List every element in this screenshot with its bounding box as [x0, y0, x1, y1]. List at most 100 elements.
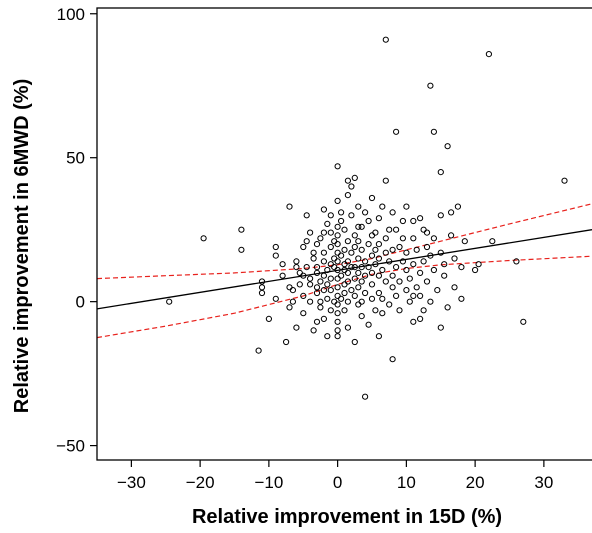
data-point [313, 269, 321, 276]
data-point [334, 292, 341, 299]
data-point [413, 246, 420, 253]
data-point [320, 315, 327, 322]
data-point [393, 226, 400, 233]
data-point [307, 281, 314, 288]
data-point [300, 243, 307, 251]
x-axis-title: Relative improvement in 15D (%) [192, 506, 502, 528]
data-point [300, 292, 307, 299]
data-point [344, 238, 351, 245]
y-tick-label: 0 [76, 293, 85, 312]
data-point [437, 249, 444, 256]
data-point [334, 249, 341, 256]
data-point [338, 295, 345, 302]
data-point [375, 215, 382, 222]
data-point [389, 284, 396, 291]
data-point [403, 249, 410, 256]
data-point [310, 327, 317, 334]
data-point [320, 272, 327, 279]
data-point [341, 289, 348, 297]
data-point [382, 249, 389, 256]
data-point [423, 278, 431, 285]
data-point [334, 163, 341, 170]
data-point [485, 51, 492, 58]
data-point [451, 255, 458, 262]
data-point [351, 338, 358, 346]
data-point [355, 255, 362, 262]
data-point [344, 324, 351, 331]
data-point [379, 203, 386, 210]
data-point [375, 333, 382, 340]
confidence-lower-line [96, 255, 592, 339]
x-axis: −30 −20 −10 0 10 20 30 [117, 460, 553, 492]
data-point [334, 275, 341, 282]
data-point [406, 298, 413, 305]
data-point [396, 278, 403, 285]
data-point [300, 272, 307, 279]
data-point [313, 241, 321, 248]
confidence-upper-line [96, 203, 592, 280]
data-point [393, 128, 400, 135]
data-point [458, 295, 465, 302]
data-point [348, 287, 355, 294]
data-point [289, 287, 296, 294]
data-point [258, 289, 266, 297]
data-point [382, 177, 389, 184]
data-point [358, 264, 365, 271]
data-point [334, 284, 341, 291]
data-point [375, 289, 382, 297]
data-point [351, 174, 358, 181]
data-point [417, 292, 424, 299]
data-point [293, 264, 300, 271]
data-point [283, 338, 290, 346]
data-point [379, 310, 386, 317]
data-point [279, 261, 286, 268]
data-point [403, 203, 410, 210]
data-point [393, 292, 400, 299]
data-point [286, 284, 293, 291]
data-point [351, 232, 358, 239]
data-point [313, 318, 321, 325]
data-point [303, 212, 310, 219]
data-point [317, 304, 324, 311]
data-point [444, 143, 451, 150]
data-point [324, 266, 331, 274]
data-point [410, 292, 417, 299]
data-point [375, 272, 382, 279]
data-point [420, 307, 427, 314]
data-point [382, 278, 389, 285]
data-point [403, 266, 410, 274]
data-point [427, 298, 434, 305]
data-point [324, 281, 331, 288]
data-point [382, 36, 389, 43]
data-point [362, 289, 369, 297]
data-point [448, 209, 455, 216]
y-axis: −50 0 50 100 [56, 5, 97, 456]
data-point [355, 269, 362, 276]
data-point [324, 295, 331, 302]
data-point [396, 307, 403, 314]
plot-frame [96, 7, 592, 461]
data-point [448, 232, 455, 239]
data-point [437, 324, 444, 331]
data-point [368, 194, 376, 202]
data-point [362, 258, 369, 265]
data-point [303, 264, 310, 271]
data-point [324, 220, 331, 227]
data-point [362, 209, 369, 216]
data-point [389, 356, 396, 363]
data-point [327, 243, 334, 251]
data-point [307, 298, 314, 305]
data-point [200, 235, 207, 242]
data-point [334, 223, 341, 230]
data-point [351, 292, 358, 299]
data-point [368, 252, 376, 259]
data-point [286, 304, 293, 311]
x-tick-label: −30 [117, 473, 146, 492]
x-tick-label: 0 [333, 473, 342, 492]
data-point [362, 393, 369, 400]
data-point [272, 295, 279, 302]
data-point [334, 310, 341, 317]
data-point [410, 235, 417, 242]
data-point [430, 235, 437, 242]
data-point [561, 177, 568, 184]
